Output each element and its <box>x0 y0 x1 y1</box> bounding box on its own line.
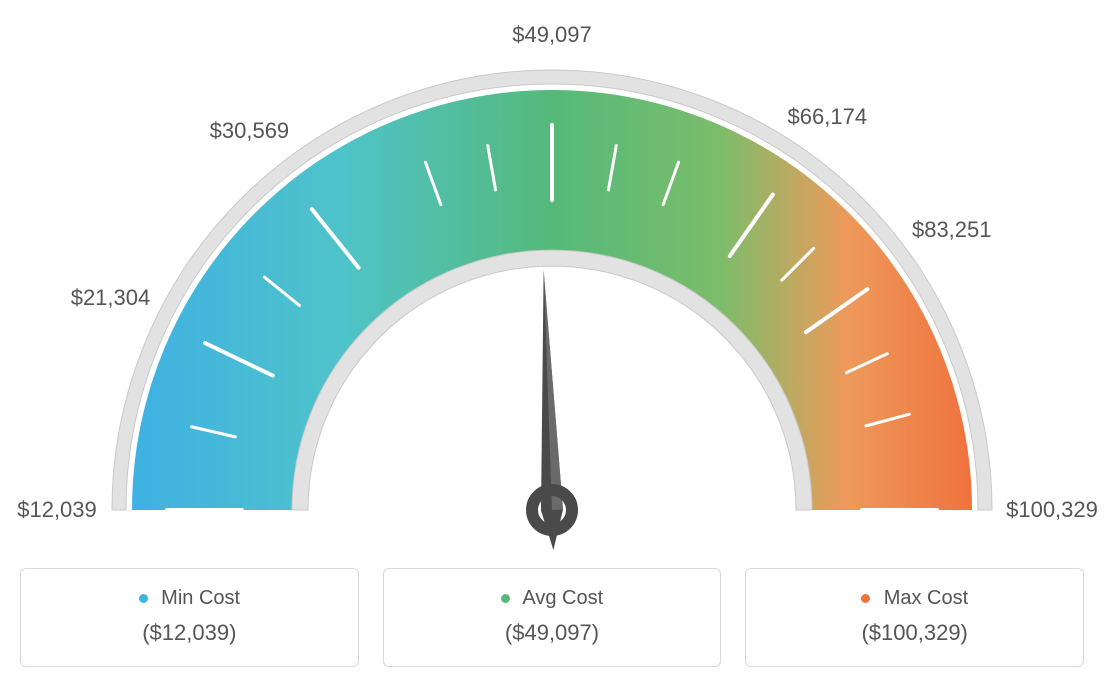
summary-cards: Min Cost ($12,039) Avg Cost ($49,097) Ma… <box>20 568 1084 667</box>
min-cost-label-text: Min Cost <box>161 587 240 609</box>
avg-cost-label: Avg Cost <box>384 587 721 610</box>
max-cost-value: ($100,329) <box>746 620 1083 646</box>
gauge-tick-label: $66,174 <box>788 104 868 130</box>
gauge-tick-label: $30,569 <box>210 118 290 144</box>
gauge-tick-label: $12,039 <box>17 497 97 523</box>
max-cost-card: Max Cost ($100,329) <box>745 568 1084 667</box>
min-cost-card: Min Cost ($12,039) <box>20 568 359 667</box>
gauge-tick-label: $21,304 <box>71 285 151 311</box>
avg-cost-card: Avg Cost ($49,097) <box>383 568 722 667</box>
max-cost-dot <box>861 594 870 603</box>
gauge-tick-label: $100,329 <box>1006 497 1098 523</box>
min-cost-value: ($12,039) <box>21 620 358 646</box>
avg-cost-dot <box>501 594 510 603</box>
max-cost-label: Max Cost <box>746 587 1083 610</box>
avg-cost-label-text: Avg Cost <box>522 587 603 609</box>
cost-gauge: $12,039 $21,304 $30,569 $49,097 $66,174 $83,2… <box>20 20 1084 560</box>
max-cost-label-text: Max Cost <box>884 587 968 609</box>
gauge-tick-label: $49,097 <box>512 22 592 48</box>
min-cost-label: Min Cost <box>21 587 358 610</box>
avg-cost-value: ($49,097) <box>384 620 721 646</box>
min-cost-dot <box>139 594 148 603</box>
gauge-tick-label: $83,251 <box>912 217 992 243</box>
gauge-svg <box>20 20 1084 560</box>
